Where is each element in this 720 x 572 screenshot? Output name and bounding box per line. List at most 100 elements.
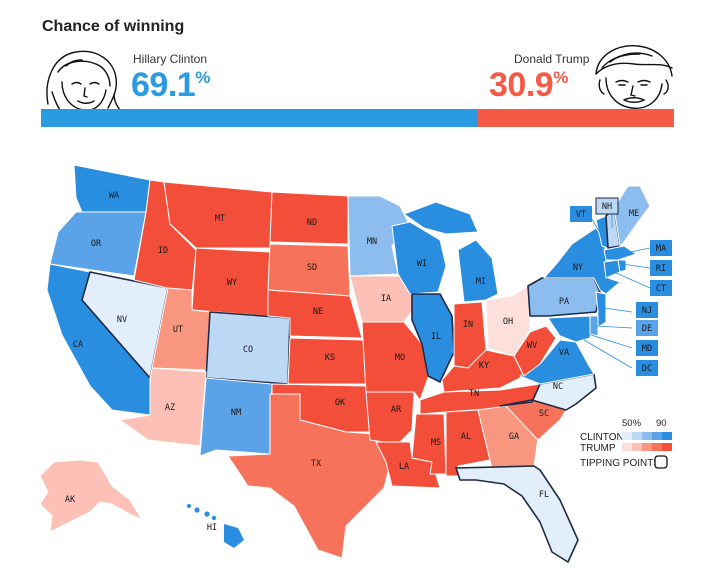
label-NY: NY xyxy=(573,263,583,273)
label-OH: OH xyxy=(503,317,513,327)
trump-pct-symbol: % xyxy=(553,68,568,87)
trump-bar xyxy=(478,109,674,127)
label-KY: KY xyxy=(479,361,489,371)
label-ID: ID xyxy=(158,246,168,256)
state-WI[interactable] xyxy=(391,221,447,295)
state-MI-upper[interactable] xyxy=(403,201,479,235)
legend-trump-swatch-0 xyxy=(622,443,632,451)
state-OR[interactable] xyxy=(49,211,147,277)
state-TX[interactable] xyxy=(227,393,393,559)
label-VA: VA xyxy=(559,348,569,358)
state-LA[interactable] xyxy=(375,441,441,489)
label-IL: IL xyxy=(431,332,441,342)
label-WV: WV xyxy=(527,341,537,351)
label-NC: NC xyxy=(553,382,563,392)
label-OR: OR xyxy=(91,239,102,249)
label-IA: IA xyxy=(381,294,391,304)
state-MD[interactable] xyxy=(547,315,591,343)
label-UT: UT xyxy=(173,325,183,335)
label-DC: DC xyxy=(642,364,652,374)
label-WA: WA xyxy=(109,191,119,201)
legend-clinton-swatch-1 xyxy=(632,432,642,440)
state-NY[interactable] xyxy=(543,227,621,295)
state-NE[interactable] xyxy=(267,289,363,339)
box-CT[interactable] xyxy=(650,280,672,296)
state-HI[interactable] xyxy=(187,504,244,548)
clinton-pct: 69.1% xyxy=(131,66,210,105)
state-FL[interactable] xyxy=(455,465,579,563)
label-LA: LA xyxy=(399,462,409,472)
label-DE: DE xyxy=(642,324,652,334)
state-MS[interactable] xyxy=(411,413,447,475)
box-RI[interactable] xyxy=(650,260,672,276)
label-SD: SD xyxy=(307,263,317,273)
label-HI: HI xyxy=(207,523,217,533)
state-ND[interactable] xyxy=(269,191,349,245)
label-MN: MN xyxy=(367,237,377,247)
label-CT: CT xyxy=(656,284,666,294)
label-MO: MO xyxy=(395,353,405,363)
state-RI[interactable] xyxy=(617,259,627,273)
label-MA: MA xyxy=(656,244,666,254)
box-NH[interactable] xyxy=(595,197,619,215)
box-DE[interactable] xyxy=(636,320,658,336)
state-MA[interactable] xyxy=(603,245,637,261)
trump-name: Donald Trump xyxy=(514,52,590,66)
legend-clinton-swatch-0 xyxy=(622,432,632,440)
box-MD[interactable] xyxy=(636,340,658,356)
label-WY: WY xyxy=(227,278,237,288)
trump-pct: 30.9% xyxy=(489,66,568,105)
label-TN: TN xyxy=(469,389,479,399)
legend-pct-high: 90 xyxy=(656,418,667,429)
small-state-boxes xyxy=(570,197,672,376)
clinton-name: Hillary Clinton xyxy=(133,52,208,66)
state-WA[interactable] xyxy=(73,164,151,213)
state-MT[interactable] xyxy=(163,181,273,249)
legend-clinton-label: CLINTON xyxy=(580,432,624,443)
label-CO: CO xyxy=(243,345,253,355)
box-VT[interactable] xyxy=(570,206,592,222)
label-PA: PA xyxy=(559,297,569,307)
label-NM: NM xyxy=(231,408,241,418)
label-SC: SC xyxy=(539,409,549,419)
state-VA[interactable] xyxy=(519,339,595,385)
box-MA[interactable] xyxy=(650,240,672,256)
label-MI: MI xyxy=(476,277,486,287)
state-ME[interactable] xyxy=(613,185,651,247)
state-AZ[interactable] xyxy=(119,367,207,447)
state-NC[interactable] xyxy=(499,373,597,411)
label-AR: AR xyxy=(391,405,402,415)
label-FL: FL xyxy=(539,490,549,500)
state-OH[interactable] xyxy=(485,285,531,357)
probability-bar xyxy=(41,109,674,127)
label-NE: NE xyxy=(313,307,323,317)
legend-trump-scale xyxy=(622,443,672,451)
state-NM[interactable] xyxy=(199,377,273,457)
state-MI[interactable] xyxy=(457,239,499,303)
legend-trump-swatch-2 xyxy=(642,443,652,451)
label-ME: ME xyxy=(629,209,639,219)
box-DC[interactable] xyxy=(636,360,658,376)
label-OK: OK xyxy=(335,398,346,408)
label-ND: ND xyxy=(307,218,317,228)
clinton-bar xyxy=(41,109,478,127)
label-VT: VT xyxy=(576,210,586,220)
legend-clinton-swatch-2 xyxy=(642,432,652,440)
state-AR[interactable] xyxy=(365,391,415,445)
legend-trump-swatch-1 xyxy=(632,443,642,451)
state-CT[interactable] xyxy=(603,259,621,279)
box-NJ[interactable] xyxy=(636,302,658,318)
label-NH: NH xyxy=(602,202,612,212)
label-TX: TX xyxy=(311,459,322,469)
legend-clinton-swatch-4 xyxy=(662,432,672,440)
label-KS: KS xyxy=(325,353,335,363)
state-IL[interactable] xyxy=(411,293,455,383)
label-MT: MT xyxy=(215,214,225,224)
label-NJ: NJ xyxy=(642,306,652,316)
label-NV: NV xyxy=(117,315,127,325)
state-WV[interactable] xyxy=(513,325,557,377)
state-AK[interactable] xyxy=(39,459,143,533)
label-GA: GA xyxy=(509,432,519,442)
legend-trump-swatch-3 xyxy=(652,443,662,451)
